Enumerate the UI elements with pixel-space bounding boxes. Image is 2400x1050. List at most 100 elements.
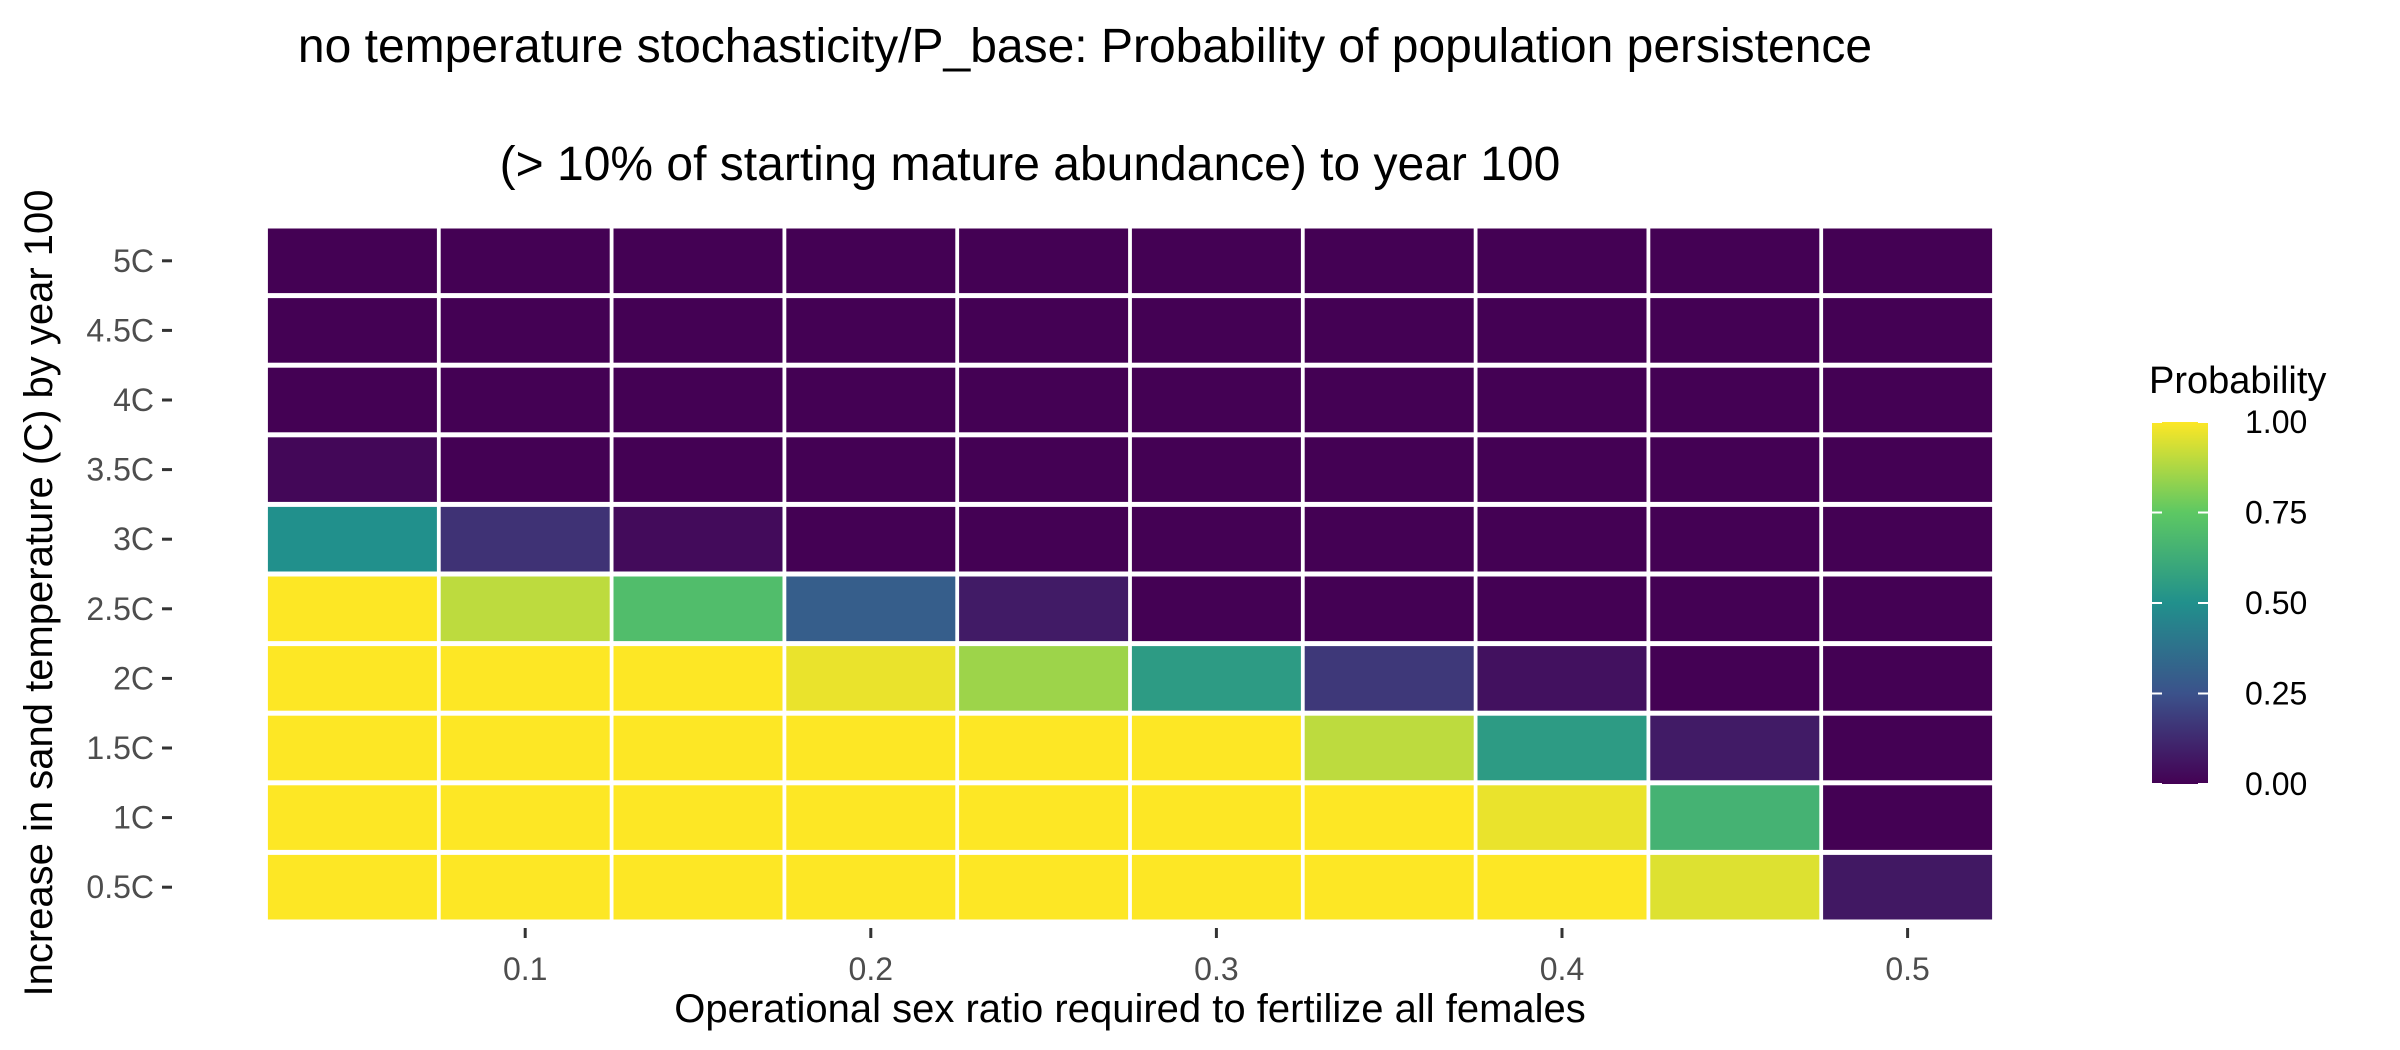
legend-tick-label: 0.00	[2245, 766, 2307, 802]
heatmap-cell-1.5C-0.25	[959, 715, 1129, 781]
x-tick-label: 0.1	[503, 951, 547, 987]
heatmap-cell-4C-0.05	[267, 367, 437, 433]
heatmap-cell-4C-0.5	[1823, 367, 1993, 433]
heatmap-cell-5C-0.3	[1131, 228, 1301, 294]
heatmap-cell-2.5C-0.05	[267, 576, 437, 642]
heatmap-cell-0.5C-0.1	[440, 854, 610, 920]
heatmap-cell-3.5C-0.35	[1304, 437, 1474, 502]
heatmap-cell-3C-0.1	[440, 506, 610, 572]
heatmap-cell-4.5C-0.25	[959, 298, 1129, 363]
heatmap-cell-1.5C-0.35	[1304, 715, 1474, 781]
heatmap-cell-1.5C-0.1	[440, 715, 610, 781]
heatmap-cell-3C-0.05	[267, 506, 437, 572]
heatmap-cell-1.5C-0.15	[613, 715, 783, 781]
y-tick-label: 2.5C	[86, 591, 154, 627]
heatmap-cell-1C-0.05	[267, 785, 437, 850]
heatmap-cell-5C-0.1	[440, 228, 610, 294]
heatmap-cell-2.5C-0.2	[786, 576, 956, 642]
heatmap-cell-3.5C-0.2	[786, 437, 956, 502]
heatmap-cell-2C-0.1	[440, 646, 610, 711]
heatmap-cell-0.5C-0.5	[1823, 854, 1993, 920]
heatmap-cell-4C-0.35	[1304, 367, 1474, 433]
heatmap-cell-4C-0.3	[1131, 367, 1301, 433]
heatmap-cell-1.5C-0.45	[1650, 715, 1820, 781]
heatmap-cell-4C-0.4	[1477, 367, 1647, 433]
heatmap-cell-4.5C-0.2	[786, 298, 956, 363]
heatmap-cell-4.5C-0.45	[1650, 298, 1820, 363]
heatmap-cell-0.5C-0.05	[267, 854, 437, 920]
x-tick-label: 0.3	[1194, 951, 1238, 987]
heatmap-cell-1C-0.25	[959, 785, 1129, 850]
heatmap-cell-3C-0.45	[1650, 506, 1820, 572]
heatmap-cell-3.5C-0.15	[613, 437, 783, 502]
x-tick-label: 0.5	[1885, 951, 1929, 987]
heatmap-cell-3.5C-0.4	[1477, 437, 1647, 502]
heatmap-cell-2C-0.35	[1304, 646, 1474, 711]
heatmap-cell-3.5C-0.25	[959, 437, 1129, 502]
heatmap-cell-5C-0.05	[267, 228, 437, 294]
y-tick-label: 3C	[113, 521, 154, 557]
heatmap-cell-2.5C-0.1	[440, 576, 610, 642]
heatmap-cell-2C-0.4	[1477, 646, 1647, 711]
heatmap-cell-2.5C-0.4	[1477, 576, 1647, 642]
heatmap-cell-0.5C-0.45	[1650, 854, 1820, 920]
heatmap-cell-3C-0.5	[1823, 506, 1993, 572]
heatmap-cell-1C-0.45	[1650, 785, 1820, 850]
heatmap-cell-5C-0.5	[1823, 228, 1993, 294]
heatmap-cell-5C-0.45	[1650, 228, 1820, 294]
y-tick-label: 4C	[113, 382, 154, 418]
heatmap-cell-5C-0.35	[1304, 228, 1474, 294]
heatmap-cell-0.5C-0.35	[1304, 854, 1474, 920]
heatmap-cell-0.5C-0.3	[1131, 854, 1301, 920]
y-tick-label: 4.5C	[86, 312, 154, 348]
y-tick-label: 5C	[113, 243, 154, 279]
heatmap-cell-2.5C-0.25	[959, 576, 1129, 642]
heatmap-cell-1C-0.2	[786, 785, 956, 850]
y-tick-label: 0.5C	[86, 869, 154, 905]
heatmap-cell-4C-0.1	[440, 367, 610, 433]
x-tick-label: 0.2	[849, 951, 893, 987]
legend: Probability 0.00 0.25 0.50 0.75 1.00	[2149, 360, 2326, 802]
heatmap-cell-2.5C-0.15	[613, 576, 783, 642]
heatmap-cell-3.5C-0.45	[1650, 437, 1820, 502]
heatmap-cell-5C-0.25	[959, 228, 1129, 294]
heatmap-cell-4.5C-0.1	[440, 298, 610, 363]
heatmap-cell-5C-0.4	[1477, 228, 1647, 294]
heatmap-cell-1C-0.1	[440, 785, 610, 850]
heatmap-cell-4C-0.45	[1650, 367, 1820, 433]
heatmap-cell-0.5C-0.4	[1477, 854, 1647, 920]
heatmap-cell-4.5C-0.4	[1477, 298, 1647, 363]
y-tick-label: 1C	[113, 800, 154, 836]
heatmap-cell-3.5C-0.5	[1823, 437, 1993, 502]
heatmap-cell-3C-0.2	[786, 506, 956, 572]
heatmap-cell-1C-0.3	[1131, 785, 1301, 850]
y-axis-ticks: 0.5C 1C 1.5C 2C 2.5C 3C 3.5C 4C 4.5C 5C	[86, 243, 172, 905]
heatmap-cell-2C-0.2	[786, 646, 956, 711]
legend-ticks: 0.00 0.25 0.50 0.75 1.00	[2152, 404, 2307, 802]
chart-title-line-2: (> 10% of starting mature abundance) to …	[500, 138, 1561, 191]
heatmap-cell-1C-0.15	[613, 785, 783, 850]
y-tick-label: 3.5C	[86, 452, 154, 488]
heatmap-cell-4.5C-0.3	[1131, 298, 1301, 363]
heatmap-cell-4C-0.2	[786, 367, 956, 433]
x-axis-ticks: 0.1 0.2 0.3 0.4 0.5	[503, 928, 1930, 987]
heatmap-cell-4C-0.15	[613, 367, 783, 433]
legend-tick-label: 0.50	[2245, 585, 2307, 621]
heatmap-cell-1C-0.4	[1477, 785, 1647, 850]
chart-title-line-1: no temperature stochasticity/P_base: Pro…	[298, 20, 1872, 73]
heatmap-cell-3C-0.3	[1131, 506, 1301, 572]
heatmap-cell-3.5C-0.3	[1131, 437, 1301, 502]
heatmap-cell-2.5C-0.45	[1650, 576, 1820, 642]
heatmap-cell-5C-0.15	[613, 228, 783, 294]
heatmap-cell-0.5C-0.15	[613, 854, 783, 920]
heatmap-cell-2C-0.15	[613, 646, 783, 711]
heatmap-cell-2C-0.25	[959, 646, 1129, 711]
heatmap-cell-4.5C-0.5	[1823, 298, 1993, 363]
heatmap-cell-4C-0.25	[959, 367, 1129, 433]
heatmap-cell-3C-0.35	[1304, 506, 1474, 572]
heatmap-cell-3C-0.4	[1477, 506, 1647, 572]
heatmap-cells	[267, 228, 1993, 920]
x-tick-label: 0.4	[1540, 951, 1584, 987]
legend-tick-label: 1.00	[2245, 404, 2307, 440]
